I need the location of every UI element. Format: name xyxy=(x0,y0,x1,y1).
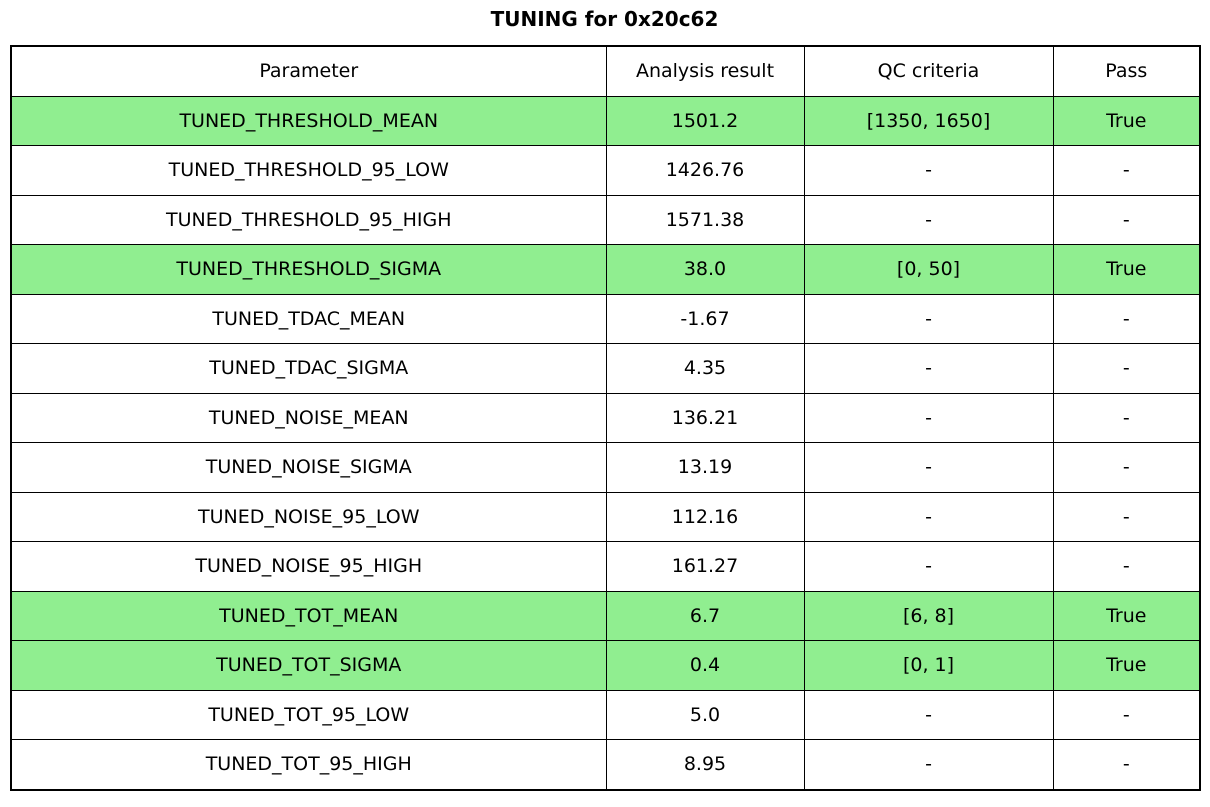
cell-qc-criteria: [0, 1] xyxy=(803,640,1054,691)
table-row: TUNED_THRESHOLD_SIGMA 38.0 [0, 50] True xyxy=(10,244,1201,295)
cell-pass: True xyxy=(1052,244,1201,295)
cell-pass: - xyxy=(1052,442,1201,493)
cell-qc-criteria: - xyxy=(803,739,1054,790)
cell-parameter: TUNED_NOISE_95_HIGH xyxy=(10,541,607,592)
cell-pass: True xyxy=(1052,95,1201,146)
cell-qc-criteria: [1350, 1650] xyxy=(803,95,1054,146)
cell-pass: - xyxy=(1052,541,1201,592)
cell-parameter: TUNED_TOT_SIGMA xyxy=(10,640,607,691)
table-row: TUNED_NOISE_SIGMA 13.19- - xyxy=(10,442,1201,493)
cell-parameter: TUNED_NOISE_SIGMA xyxy=(10,442,607,493)
cell-qc-criteria: - xyxy=(803,194,1054,245)
column-header-pass: Pass xyxy=(1052,45,1201,97)
table-row: TUNED_NOISE_95_HIGH 161.27- - xyxy=(10,541,1201,592)
table-row: TUNED_TOT_95_LOW 5.0- - xyxy=(10,689,1201,740)
cell-pass: - xyxy=(1052,689,1201,740)
table-row: TUNED_TDAC_MEAN -1.67- - xyxy=(10,293,1201,344)
cell-parameter: TUNED_NOISE_95_LOW xyxy=(10,491,607,542)
cell-qc-criteria: - xyxy=(803,145,1054,196)
cell-qc-criteria: - xyxy=(803,491,1054,542)
cell-analysis-result: 6.7 xyxy=(605,590,805,641)
cell-parameter: TUNED_THRESHOLD_95_LOW xyxy=(10,145,607,196)
qc-results-table: Parameter Analysis result QC criteria Pa… xyxy=(10,45,1201,791)
cell-parameter: TUNED_TOT_95_HIGH xyxy=(10,739,607,790)
column-header-analysis-result: Analysis result xyxy=(605,45,805,97)
table-row: TUNED_NOISE_95_LOW 112.16- - xyxy=(10,491,1201,542)
cell-analysis-result: 1501.2 xyxy=(605,95,805,146)
cell-analysis-result: -1.67 xyxy=(605,293,805,344)
cell-qc-criteria: - xyxy=(803,392,1054,443)
column-header-qc-criteria: QC criteria xyxy=(803,45,1054,97)
cell-analysis-result: 112.16 xyxy=(605,491,805,542)
cell-qc-criteria: - xyxy=(803,343,1054,394)
column-header-parameter: Parameter xyxy=(10,45,607,97)
cell-pass: - xyxy=(1052,293,1201,344)
cell-parameter: TUNED_NOISE_MEAN xyxy=(10,392,607,443)
table-row: TUNED_TOT_MEAN 6.7 [6, 8] True xyxy=(10,590,1201,641)
table-row: TUNED_TOT_SIGMA 0.4 [0, 1] True xyxy=(10,640,1201,691)
table-row: TUNED_TOT_95_HIGH 8.95- - xyxy=(10,739,1201,790)
cell-analysis-result: 13.19 xyxy=(605,442,805,493)
cell-qc-criteria: - xyxy=(803,442,1054,493)
cell-parameter: TUNED_TOT_95_LOW xyxy=(10,689,607,740)
cell-parameter: TUNED_THRESHOLD_SIGMA xyxy=(10,244,607,295)
table-header: Parameter Analysis result QC criteria Pa… xyxy=(10,45,1201,97)
cell-pass: - xyxy=(1052,343,1201,394)
table-row: TUNED_TDAC_SIGMA 4.35- - xyxy=(10,343,1201,394)
table-row: TUNED_THRESHOLD_95_HIGH 1571.38- - xyxy=(10,194,1201,245)
cell-analysis-result: 136.21 xyxy=(605,392,805,443)
cell-qc-criteria: - xyxy=(803,293,1054,344)
cell-qc-criteria: [0, 50] xyxy=(803,244,1054,295)
cell-analysis-result: 0.4 xyxy=(605,640,805,691)
cell-pass: True xyxy=(1052,590,1201,641)
cell-pass: - xyxy=(1052,392,1201,443)
cell-parameter: TUNED_TDAC_SIGMA xyxy=(10,343,607,394)
cell-qc-criteria: - xyxy=(803,541,1054,592)
cell-analysis-result: 4.35 xyxy=(605,343,805,394)
cell-analysis-result: 1426.76 xyxy=(605,145,805,196)
cell-pass: - xyxy=(1052,145,1201,196)
cell-pass: - xyxy=(1052,194,1201,245)
cell-parameter: TUNED_THRESHOLD_95_HIGH xyxy=(10,194,607,245)
cell-pass: True xyxy=(1052,640,1201,691)
cell-analysis-result: 1571.38 xyxy=(605,194,805,245)
cell-analysis-result: 8.95 xyxy=(605,739,805,790)
cell-parameter: TUNED_TOT_MEAN xyxy=(10,590,607,641)
table-row: TUNED_NOISE_MEAN 136.21- - xyxy=(10,392,1201,443)
cell-analysis-result: 161.27 xyxy=(605,541,805,592)
cell-analysis-result: 38.0 xyxy=(605,244,805,295)
table-row: TUNED_THRESHOLD_95_LOW 1426.76- - xyxy=(10,145,1201,196)
cell-pass: - xyxy=(1052,739,1201,790)
page-title: TUNING for 0x20c62 xyxy=(490,7,719,31)
cell-qc-criteria: - xyxy=(803,689,1054,740)
cell-pass: - xyxy=(1052,491,1201,542)
header-row: Parameter Analysis result QC criteria Pa… xyxy=(10,45,1201,97)
cell-qc-criteria: [6, 8] xyxy=(803,590,1054,641)
cell-parameter: TUNED_THRESHOLD_MEAN xyxy=(10,95,607,146)
table-row: TUNED_THRESHOLD_MEAN 1501.2 [1350, 1650] Tr… xyxy=(10,95,1201,146)
cell-analysis-result: 5.0 xyxy=(605,689,805,740)
table-body: TUNED_THRESHOLD_MEAN 1501.2 [1350, 1650] Tr… xyxy=(10,95,1201,790)
cell-parameter: TUNED_TDAC_MEAN xyxy=(10,293,607,344)
